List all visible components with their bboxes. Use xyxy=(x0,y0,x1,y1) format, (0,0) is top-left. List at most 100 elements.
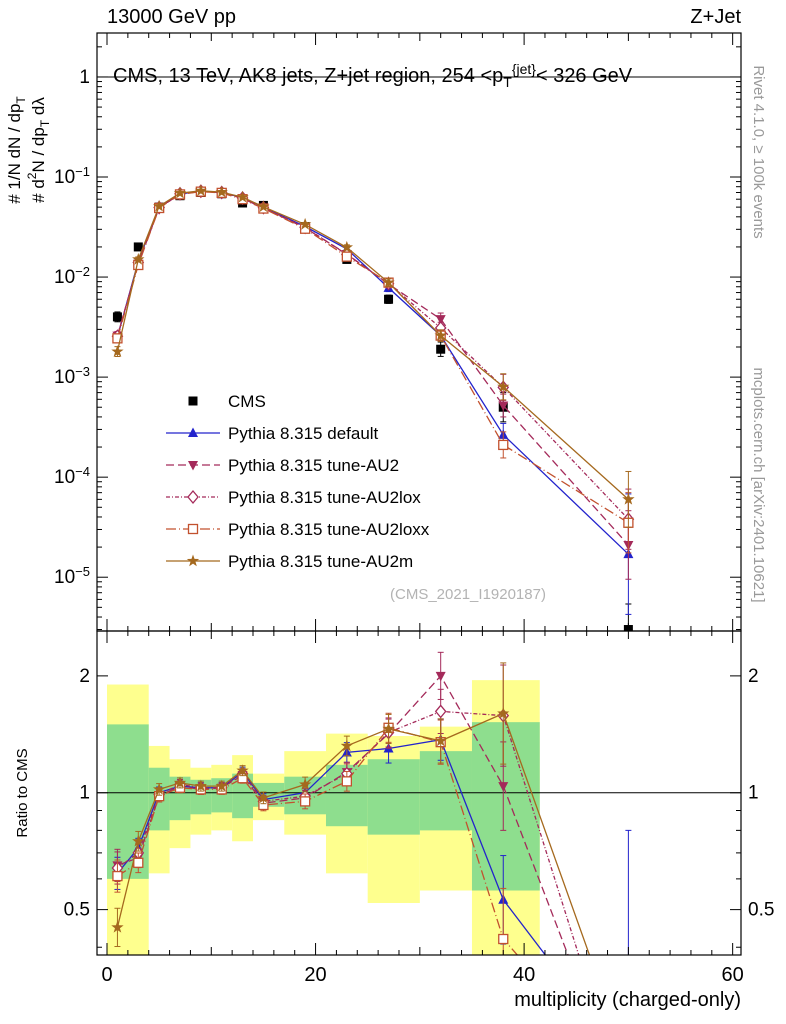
legend-label: CMS xyxy=(228,392,266,411)
marker-triangle-down xyxy=(498,401,509,412)
series-pythia-au2m xyxy=(111,184,635,528)
x-axis-title: multiplicity (charged-only) xyxy=(514,989,741,1011)
marker-star xyxy=(194,779,207,792)
main-series xyxy=(111,184,635,631)
axis-ticks xyxy=(97,33,741,955)
ratio-tick-label: 0.5 xyxy=(64,900,90,921)
legend-item-cms: CMS xyxy=(188,392,266,411)
legend-label: Pythia 8.315 tune-AU2loxx xyxy=(228,520,430,539)
marker-square-filled xyxy=(436,344,446,354)
marker-star xyxy=(186,554,200,567)
marker-square-open xyxy=(133,857,144,868)
marker-diamond-open xyxy=(187,489,199,505)
marker-star xyxy=(497,380,510,393)
legend: CMS Pythia 8.315 default Pythia 8.315 tune… xyxy=(166,392,430,571)
band-green xyxy=(419,751,472,831)
marker-square-open xyxy=(498,933,509,945)
marker-square-open xyxy=(341,251,352,262)
marker-star xyxy=(111,920,124,933)
band-green xyxy=(211,778,233,813)
marker-star xyxy=(215,185,228,198)
marker-star xyxy=(132,834,145,847)
axis-label: 1 xyxy=(79,67,90,88)
marker-square-filled xyxy=(384,294,394,304)
marker-triangle-down xyxy=(435,315,446,325)
analysis-watermark: (CMS_2021_I1920187) xyxy=(390,586,546,603)
axis-label: 10−3 xyxy=(54,364,90,388)
marker-star xyxy=(153,199,166,212)
axis-labels: 110−110−210−310−410−50.5 0.51 12 20 20 40 60CM… xyxy=(5,61,774,1011)
marker-star xyxy=(257,200,270,212)
marker-star xyxy=(194,184,207,197)
marker-star xyxy=(132,252,145,265)
marker-triangle-down xyxy=(188,461,198,471)
marker-square-open xyxy=(341,776,352,787)
legend-label: Pythia 8.315 tune-AU2lox xyxy=(228,488,421,507)
marker-square-filled xyxy=(188,396,198,406)
marker-star xyxy=(257,791,270,804)
marker-star xyxy=(382,722,395,735)
marker-star xyxy=(236,764,249,776)
series-line xyxy=(116,190,629,500)
ratio-tick-label: 0.5 xyxy=(748,900,774,921)
marker-star xyxy=(173,776,187,789)
marker-star xyxy=(153,782,166,795)
marker-star xyxy=(340,739,353,752)
marker-star xyxy=(236,190,249,203)
marker-star xyxy=(173,186,187,199)
marker-square-filled xyxy=(133,242,143,252)
legend-item-pythia-au2m: Pythia 8.315 tune-AU2m xyxy=(166,552,413,571)
marker-star xyxy=(382,276,395,288)
legend-item-pythia-au2lox: Pythia 8.315 tune-AU2lox xyxy=(166,488,421,507)
legend-label: Pythia 8.315 tune-AU2m xyxy=(228,552,413,571)
marker-star xyxy=(111,345,124,357)
marker-star xyxy=(215,779,228,792)
ratio-axis-title: Ratio to CMS xyxy=(14,748,31,837)
legend-label: Pythia 8.315 tune-AU2 xyxy=(228,456,399,475)
main-frame xyxy=(96,32,742,632)
marker-square-open xyxy=(187,523,199,535)
x-tick-label: 60 xyxy=(722,964,744,986)
marker-square-open xyxy=(112,870,123,882)
marker-triangle-down xyxy=(498,782,509,792)
band-green xyxy=(252,782,285,807)
x-tick-label: 0 xyxy=(101,964,112,986)
marker-square-open xyxy=(112,333,123,344)
legend-item-pythia-au2loxx: Pythia 8.315 tune-AU2loxx xyxy=(166,520,430,539)
axis-label: 10−1 xyxy=(54,164,90,188)
band-green xyxy=(471,722,540,891)
ratio-tick-label: 2 xyxy=(79,666,90,687)
axis-label: 10−4 xyxy=(54,464,90,488)
band-green xyxy=(367,759,420,835)
y-axis-title-inner: # d2N / dpT dλ xyxy=(25,97,52,203)
marker-triangle-down xyxy=(435,671,446,682)
series-cms xyxy=(112,188,633,631)
marker-star xyxy=(299,217,312,230)
marker-square-open xyxy=(299,796,311,807)
ratio-tick-label: 1 xyxy=(79,783,90,804)
uncertainty-bands xyxy=(107,680,540,955)
axis-label: 10−5 xyxy=(54,564,90,588)
legend-label: Pythia 8.315 default xyxy=(228,424,379,443)
axis-label: 10−2 xyxy=(54,264,90,288)
y-axis-title-outer: # 1/N dN / dpT xyxy=(5,96,28,204)
generator-version-label: Rivet 4.1.0, ≥ 100k events xyxy=(750,65,767,238)
marker-star xyxy=(340,240,353,253)
ratio-tick-label: 2 xyxy=(748,666,759,687)
marker-star xyxy=(299,778,312,790)
marker-star xyxy=(622,492,635,505)
marker-diamond-open xyxy=(434,704,447,719)
series-line xyxy=(116,190,629,520)
mcplots-reference-label: mcplots.cern.ch [arXiv:2401.10621] xyxy=(750,367,767,602)
band-green xyxy=(107,724,149,879)
x-tick-label: 40 xyxy=(513,964,535,986)
marker-star xyxy=(434,734,447,747)
ratio-series xyxy=(111,651,632,955)
ratio-tick-label: 1 xyxy=(748,783,759,804)
legend-item-pythia-au2: Pythia 8.315 tune-AU2 xyxy=(166,456,399,475)
x-tick-label: 20 xyxy=(304,964,326,986)
marker-star xyxy=(497,707,510,719)
series-pythia-au2m xyxy=(111,662,591,955)
marker-square-open xyxy=(498,439,509,451)
